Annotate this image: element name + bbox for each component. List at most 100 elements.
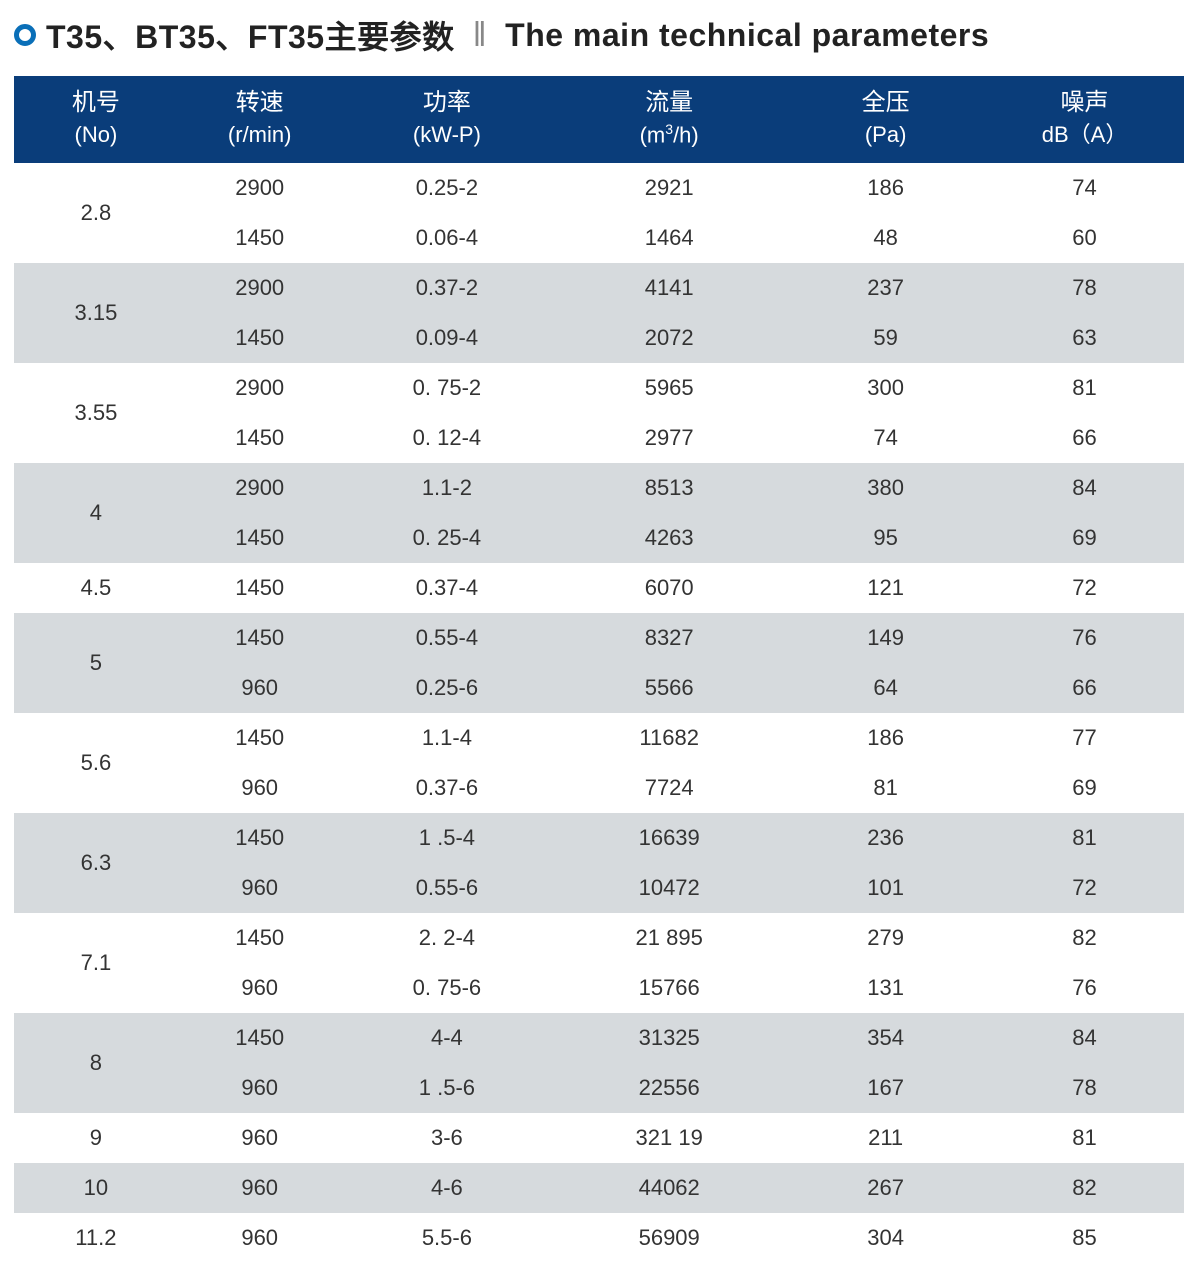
cell-noise: 78 — [985, 263, 1184, 313]
table-row: 14500. 25-442639569 — [14, 513, 1184, 563]
cell-pressure: 304 — [786, 1213, 985, 1263]
table-row: 4.514500.37-4607012172 — [14, 563, 1184, 613]
table-row: 109604-64406226782 — [14, 1163, 1184, 1213]
cell-pressure: 300 — [786, 363, 985, 413]
table-row: 14500.06-414644860 — [14, 213, 1184, 263]
column-header-en: (Pa) — [792, 120, 979, 151]
cell-speed: 1450 — [178, 913, 342, 963]
cell-pressure: 121 — [786, 563, 985, 613]
cell-no: 4 — [14, 463, 178, 563]
table-row: 814504-43132535484 — [14, 1013, 1184, 1063]
cell-power: 1 .5-4 — [342, 813, 553, 863]
cell-no: 5.6 — [14, 713, 178, 813]
column-header: 流量(m3/h) — [552, 76, 786, 163]
cell-noise: 84 — [985, 463, 1184, 513]
table-row: 5.614501.1-41168218677 — [14, 713, 1184, 763]
cell-no: 4.5 — [14, 563, 178, 613]
cell-speed: 960 — [178, 1113, 342, 1163]
column-header-en: (kW-P) — [348, 120, 547, 151]
column-header-cn: 流量 — [558, 86, 780, 120]
table-row: 7.114502. 2-421 89527982 — [14, 913, 1184, 963]
cell-no: 8 — [14, 1013, 178, 1113]
cell-flow: 2921 — [552, 163, 786, 213]
table-row: 3.1529000.37-2414123778 — [14, 263, 1184, 313]
cell-no: 6.3 — [14, 813, 178, 913]
bullet-icon — [14, 24, 36, 46]
cell-flow: 8513 — [552, 463, 786, 513]
cell-flow: 16639 — [552, 813, 786, 863]
cell-noise: 72 — [985, 563, 1184, 613]
cell-flow: 4263 — [552, 513, 786, 563]
cell-speed: 1450 — [178, 213, 342, 263]
cell-flow: 8327 — [552, 613, 786, 663]
cell-pressure: 186 — [786, 713, 985, 763]
cell-noise: 84 — [985, 1013, 1184, 1063]
table-row: 14500.09-420725963 — [14, 313, 1184, 363]
cell-noise: 82 — [985, 1163, 1184, 1213]
cell-pressure: 149 — [786, 613, 985, 663]
cell-flow: 4141 — [552, 263, 786, 313]
table-row: 11.29605.5-65690930485 — [14, 1213, 1184, 1263]
cell-speed: 2900 — [178, 263, 342, 313]
cell-power: 0.55-4 — [342, 613, 553, 663]
cell-noise: 63 — [985, 313, 1184, 363]
cell-power: 1.1-4 — [342, 713, 553, 763]
title-en: The main technical parameters — [505, 17, 989, 54]
cell-noise: 74 — [985, 163, 1184, 213]
cell-pressure: 101 — [786, 863, 985, 913]
cell-power: 1.1-2 — [342, 463, 553, 513]
cell-pressure: 354 — [786, 1013, 985, 1063]
cell-pressure: 236 — [786, 813, 985, 863]
cell-no: 3.55 — [14, 363, 178, 463]
cell-speed: 1450 — [178, 1013, 342, 1063]
cell-speed: 960 — [178, 663, 342, 713]
cell-no: 7.1 — [14, 913, 178, 1013]
cell-power: 0. 75-6 — [342, 963, 553, 1013]
cell-noise: 82 — [985, 913, 1184, 963]
cell-pressure: 167 — [786, 1063, 985, 1113]
cell-pressure: 131 — [786, 963, 985, 1013]
cell-pressure: 211 — [786, 1113, 985, 1163]
table-row: 9600.37-677248169 — [14, 763, 1184, 813]
cell-pressure: 48 — [786, 213, 985, 263]
cell-speed: 2900 — [178, 163, 342, 213]
column-header-en: (m3/h) — [558, 120, 780, 151]
cell-noise: 60 — [985, 213, 1184, 263]
cell-speed: 2900 — [178, 463, 342, 513]
cell-power: 0.37-4 — [342, 563, 553, 613]
cell-speed: 1450 — [178, 513, 342, 563]
cell-flow: 1464 — [552, 213, 786, 263]
table-row: 2.829000.25-2292118674 — [14, 163, 1184, 213]
cell-pressure: 74 — [786, 413, 985, 463]
table-header: 机号(No)转速(r/min)功率(kW-P)流量(m3/h)全压(Pa)噪声d… — [14, 76, 1184, 163]
cell-pressure: 64 — [786, 663, 985, 713]
table-row: 9601 .5-62255616778 — [14, 1063, 1184, 1113]
cell-speed: 960 — [178, 1213, 342, 1263]
column-header: 噪声dB（A） — [985, 76, 1184, 163]
cell-pressure: 186 — [786, 163, 985, 213]
table-row: 429001.1-2851338084 — [14, 463, 1184, 513]
cell-no: 10 — [14, 1163, 178, 1213]
cell-power: 0. 25-4 — [342, 513, 553, 563]
cell-noise: 76 — [985, 613, 1184, 663]
cell-noise: 77 — [985, 713, 1184, 763]
cell-noise: 81 — [985, 363, 1184, 413]
cell-noise: 81 — [985, 1113, 1184, 1163]
cell-flow: 21 895 — [552, 913, 786, 963]
cell-flow: 5566 — [552, 663, 786, 713]
column-header-cn: 噪声 — [991, 86, 1178, 120]
column-header-cn: 转速 — [184, 86, 336, 120]
cell-pressure: 237 — [786, 263, 985, 313]
cell-no: 2.8 — [14, 163, 178, 263]
cell-flow: 2072 — [552, 313, 786, 363]
cell-flow: 5965 — [552, 363, 786, 413]
cell-no: 11.2 — [14, 1213, 178, 1263]
cell-power: 1 .5-6 — [342, 1063, 553, 1113]
cell-power: 3-6 — [342, 1113, 553, 1163]
cell-speed: 960 — [178, 763, 342, 813]
cell-power: 2. 2-4 — [342, 913, 553, 963]
cell-flow: 321 19 — [552, 1113, 786, 1163]
cell-power: 5.5-6 — [342, 1213, 553, 1263]
cell-pressure: 59 — [786, 313, 985, 363]
column-header: 转速(r/min) — [178, 76, 342, 163]
